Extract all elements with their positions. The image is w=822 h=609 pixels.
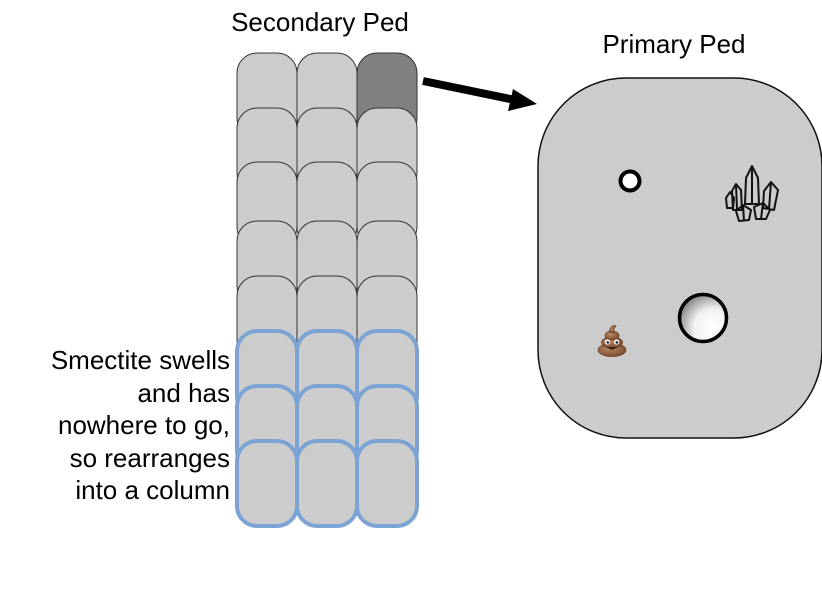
arrow-icon <box>422 77 537 111</box>
primary-ped-title: Primary Ped <box>602 29 745 59</box>
poop-emoji-icon <box>597 325 627 357</box>
void-icon <box>677 292 729 344</box>
ring-icon <box>618 169 642 193</box>
caption-line: so rearranges <box>70 443 230 473</box>
swollen-clay-cell <box>235 439 299 528</box>
primary-ped-body <box>537 77 822 439</box>
caption-line: nowhere to go, <box>58 410 230 440</box>
secondary-ped-column <box>235 52 419 528</box>
crystal-cluster-icon <box>725 165 779 222</box>
swollen-clay-cell <box>355 439 419 528</box>
primary-ped <box>537 77 822 439</box>
caption-line: and has <box>137 378 230 408</box>
swollen-clay-cell <box>295 439 359 528</box>
caption-text: Smectite swells and has nowhere to go, s… <box>51 345 230 505</box>
secondary-ped-title: Secondary Ped <box>231 7 409 37</box>
caption-line: into a column <box>75 475 230 505</box>
caption-line: Smectite swells <box>51 345 230 375</box>
